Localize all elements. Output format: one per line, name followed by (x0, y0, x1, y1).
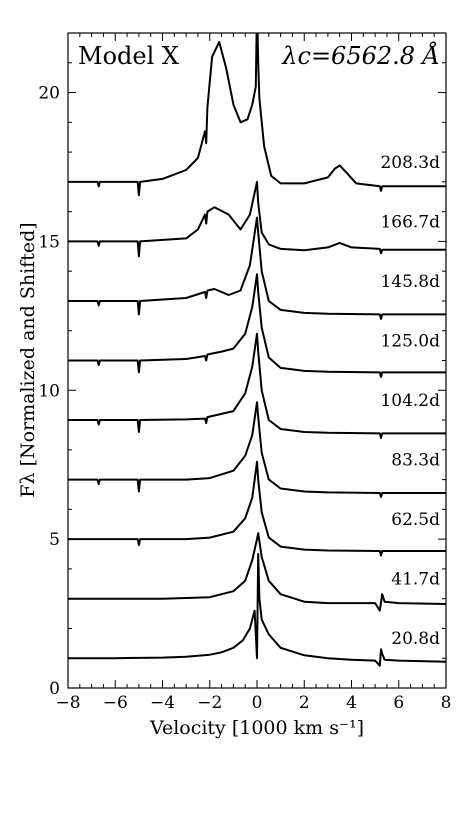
y-tick-label-4: 20 (38, 84, 60, 104)
x-tick-label-1: −6 (103, 693, 128, 713)
series-label-4: 104.2d (380, 391, 440, 411)
series-label-3: 83.3d (391, 451, 440, 471)
x-tick-label-7: 6 (393, 693, 404, 713)
series-line-6 (68, 216, 446, 320)
x-tick-label-3: −2 (197, 693, 222, 713)
series-line-2 (68, 460, 446, 557)
series-label-layer: 20.8d 41.7d 62.5d 83.3d 104.2d 125.0d 145.8d 16… (380, 153, 440, 649)
y-tick-label-0: 0 (49, 679, 60, 699)
series-line-4 (68, 332, 446, 439)
x-tick-label-6: 4 (346, 693, 357, 713)
y-axis-label: Fλ [Normalized and Shifted] (17, 222, 39, 497)
series-line-1 (68, 532, 446, 612)
series-label-7: 166.7d (380, 212, 440, 232)
series-label-5: 125.0d (380, 332, 440, 352)
y-tick-label-2: 10 (38, 381, 60, 401)
x-tick-label-5: 2 (299, 693, 310, 713)
series-line-5 (68, 273, 446, 378)
series-label-1: 41.7d (391, 570, 440, 590)
series-line-7 (68, 180, 446, 258)
wavelength-label: λc=6562.8 Å (281, 41, 440, 70)
x-tick-label-2: −4 (150, 693, 175, 713)
y-tick-label-3: 15 (38, 232, 60, 252)
series-label-8: 208.3d (380, 153, 440, 173)
series-line-3 (68, 401, 446, 498)
series-label-2: 62.5d (391, 510, 440, 530)
plot-frame (67, 32, 447, 689)
x-tick-label-8: 8 (441, 693, 452, 713)
series-label-0: 20.8d (391, 629, 440, 649)
x-axis-label: Velocity [1000 km s⁻¹] (149, 717, 364, 739)
series-line-8 (68, 33, 446, 197)
tick-layer: −8 −6 −4 −2 0 2 4 6 8 0 5 10 15 20 (38, 32, 452, 713)
y-tick-label-1: 5 (49, 530, 60, 550)
x-tick-label-4: 0 (252, 693, 263, 713)
series-layer (68, 33, 446, 667)
series-label-6: 145.8d (380, 272, 440, 292)
x-tick-label-0: −8 (55, 693, 80, 713)
series-line-0 (68, 553, 446, 667)
model-label: Model X (78, 42, 179, 70)
